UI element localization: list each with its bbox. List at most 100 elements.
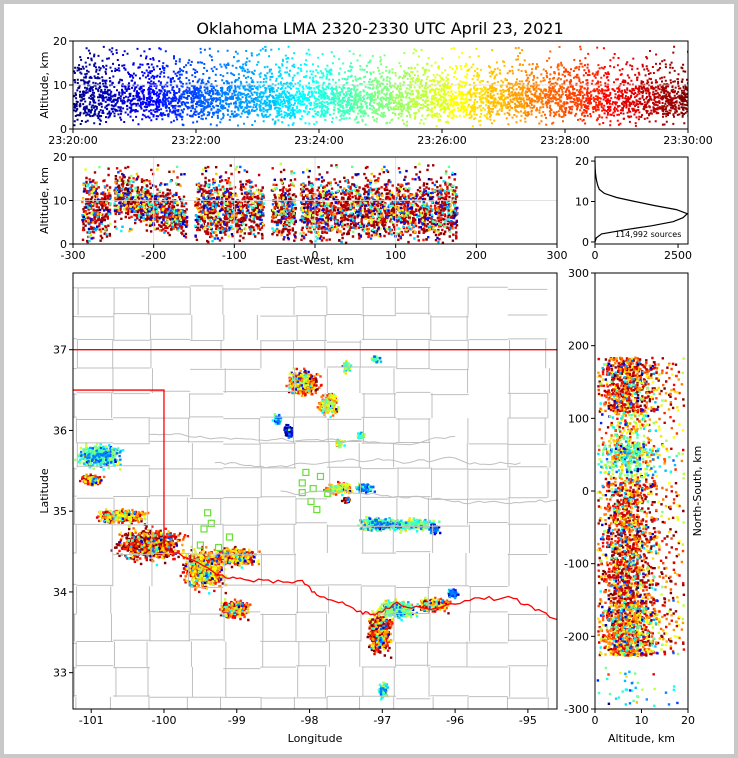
source-point-group [486, 49, 508, 125]
source-point-group [582, 46, 604, 126]
source-point-group [467, 47, 489, 128]
source-point-group [563, 45, 584, 122]
map-xlabel: Longitude [288, 732, 343, 745]
source-point-group [80, 355, 457, 696]
map-ylabel: Latitude [38, 468, 51, 514]
lma-station-marker [204, 509, 212, 517]
source-point-group [84, 359, 447, 698]
x-tick-label: -98 [301, 714, 319, 727]
time-altitude-frame [72, 40, 689, 130]
source-point-group [73, 56, 85, 127]
source-points [73, 45, 689, 707]
source-point-group [428, 57, 450, 127]
source-point-group [294, 48, 316, 125]
source-point-group [159, 48, 181, 124]
y-tick-label: 20 [575, 155, 589, 168]
y-tick-label: 200 [568, 340, 589, 353]
x-tick-label: 10 [635, 714, 649, 727]
x-tick-label: 2500 [664, 249, 692, 262]
lma-figure: Oklahoma LMA 2320-2330 UTC April 23, 202… [38, 19, 713, 745]
x-tick-label: -101 [79, 714, 104, 727]
time-altitude-points [73, 45, 688, 128]
x-tick-label: 200 [466, 249, 487, 262]
y-tick-label: 35 [53, 505, 67, 518]
lma-station-marker [313, 505, 321, 514]
source-point-group [82, 367, 447, 693]
source-point-group [505, 46, 527, 126]
x-tick-label: 0 [592, 714, 599, 727]
source-point-group [178, 58, 200, 127]
source-point-group [82, 164, 459, 244]
north-south-ylabel: North-South, km [691, 446, 704, 537]
x-tick-label: -200 [141, 249, 166, 262]
source-point-group [524, 63, 546, 125]
source-point-group [313, 51, 335, 126]
x-tick-label: 0 [312, 249, 319, 262]
y-tick-label: -200 [564, 630, 589, 643]
source-point-group [217, 49, 238, 124]
y-tick-label: 100 [568, 412, 589, 425]
time-panel-ylabel: Altitude, km [38, 51, 51, 118]
axis-labels: 114,992 sources 23:20:00 23:22:00 23:24:00 2… [38, 35, 713, 745]
y-tick-label: -100 [564, 558, 589, 571]
y-tick-label: 33 [53, 667, 67, 680]
lma-station-marker [207, 519, 215, 527]
x-tick-label: 100 [385, 249, 406, 262]
y-tick-label: 0 [582, 236, 589, 249]
lma-station-marker [298, 489, 306, 497]
lma-station-marker [214, 543, 223, 552]
source-point-group [274, 45, 296, 127]
y-tick-label: 10 [53, 79, 67, 92]
figure-canvas: Oklahoma LMA 2320-2330 UTC April 23, 202… [4, 4, 734, 754]
lma-station-marker [200, 525, 208, 533]
x-tick-label: -99 [228, 714, 246, 727]
source-point-group [678, 50, 688, 125]
y-tick-label: 10 [575, 196, 589, 209]
source-point-group [390, 52, 412, 127]
source-point-group [80, 361, 457, 693]
source-point-group [351, 52, 373, 126]
source-point-group [82, 47, 104, 126]
source-point-group [371, 54, 393, 125]
x-tick-label: -97 [373, 714, 391, 727]
plan-view-points [74, 355, 460, 701]
x-tick-label: 300 [547, 249, 568, 262]
x-tick-label: -100 [151, 714, 176, 727]
map-lines [73, 285, 557, 709]
north-south-points [596, 356, 686, 707]
east-west-xlabel: East-West, km [276, 254, 354, 267]
altitude-histogram-frame [594, 156, 689, 245]
source-point-group [101, 45, 123, 123]
y-tick-label: 20 [53, 35, 67, 48]
east-west-ylabel: Altitude, km [38, 167, 51, 234]
source-point-group [607, 374, 639, 705]
y-tick-label: 37 [53, 344, 67, 357]
source-point-group [140, 47, 162, 122]
source-point-group [236, 50, 258, 127]
lma-station-marker [302, 468, 310, 477]
x-tick-label: 23:28:00 [540, 134, 589, 147]
lma-station-marker [324, 489, 332, 498]
river-line [149, 433, 456, 446]
lma-station-marker [309, 484, 317, 493]
x-tick-label: 23:20:00 [48, 134, 97, 147]
source-point-group [121, 47, 143, 126]
x-tick-label: 0 [592, 249, 599, 262]
x-tick-label: 20 [681, 714, 695, 727]
source-point-group [659, 45, 681, 126]
source-point-group [597, 356, 685, 676]
x-tick-label: -100 [222, 249, 247, 262]
x-tick-label: 23:22:00 [171, 134, 220, 147]
x-tick-label: 23:26:00 [417, 134, 466, 147]
source-point-group [620, 57, 642, 127]
y-tick-label: 20 [53, 151, 67, 164]
y-tick-label: 10 [53, 195, 67, 208]
source-point-group [83, 369, 455, 635]
lma-station-marker [316, 472, 325, 481]
north-south-xlabel: Altitude, km [608, 732, 675, 745]
y-tick-label: -300 [564, 703, 589, 716]
plan-view-map-frame [72, 272, 558, 710]
lma-station-marker [225, 533, 234, 541]
y-tick-label: 34 [53, 586, 67, 599]
source-count-annotation: 114,992 sources [615, 230, 681, 239]
